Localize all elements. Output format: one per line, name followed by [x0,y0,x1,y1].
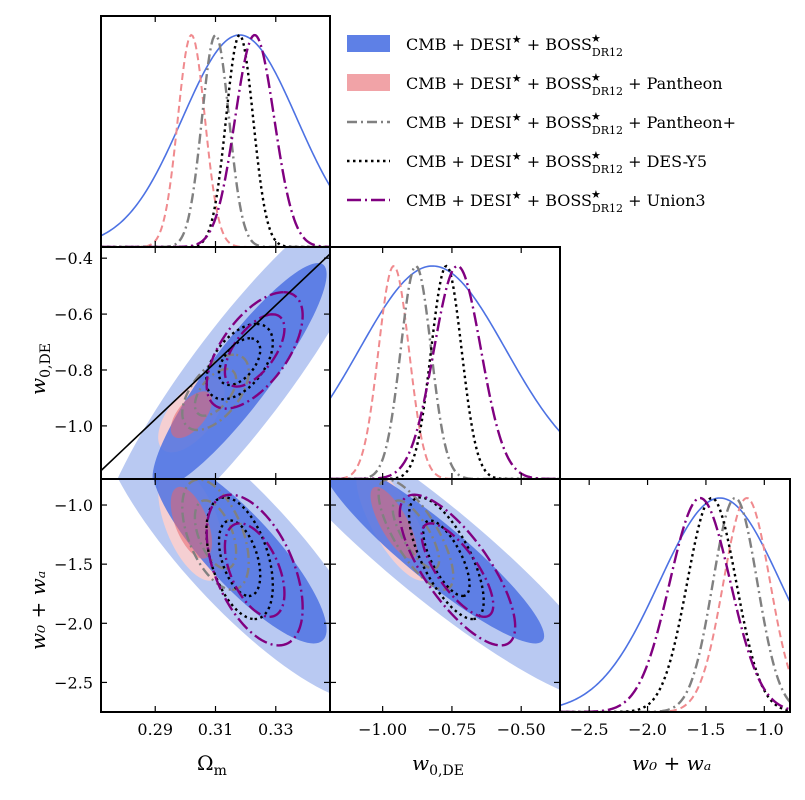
x-tick-label: 0.33 [258,720,294,739]
x-axis-label-w0: w0,DE [412,751,464,779]
x-tick-label: −1.00 [358,720,407,739]
x-axis-label-w0wa: w₀ + wₐ [632,751,711,775]
reference-line [101,253,330,472]
legend-label: CMB + DESI★ + BOSS★ DR12 + Union3 [406,188,706,215]
contour-68-union3 [223,313,286,388]
pdf-curve-desy5 [330,264,560,479]
pdf-curve-union3 [101,33,330,247]
legend-item-union3: CMB + DESI★ + BOSS★ DR12 + Union3 [347,188,706,215]
y-tick-label: −0.8 [54,361,93,380]
contour-68-pantheon [170,486,212,559]
legend-item-pantheonplus: CMB + DESI★ + BOSS★ DR12 + Pantheon+ [347,110,736,137]
x-tick-label: −2.5 [570,720,609,739]
legend-label: CMB + DESI★ + BOSS★ DR12 + Pantheon [406,71,723,98]
omega-m-1d-panel [100,15,331,248]
contour-95-union3 [205,493,304,647]
y-axis-label-w0: w0,DE [26,343,54,395]
legend: CMB + DESI★ + BOSS★ DR12 CMB + DESI★ + BOS… [347,32,736,215]
pdf-curve-base [560,497,790,707]
pdf-curve-base [330,265,560,433]
y-tick-label: −2.5 [54,673,93,692]
y-axis-label-w0wa: w₀ + wₐ [26,571,50,650]
legend-item-pantheon: CMB + DESI★ + BOSS★ DR12 + Pantheon [347,71,723,98]
pdf-curve-base [101,34,330,237]
pdf-curve-union3 [560,496,790,712]
legend-label: CMB + DESI★ + BOSS★ DR12 [406,32,623,59]
contour-68-union3 [420,522,495,619]
w0wa-1d-panel: −2.5 −2.0 −1.5 −1.0 [559,478,791,739]
contour-95-desy5 [407,496,485,621]
x-tick-label: −1.5 [687,720,726,739]
panel-frame [100,15,331,248]
contour-68-base [330,479,545,644]
contour-68-union3 [223,522,286,619]
y-tick-label: −1.0 [54,417,93,436]
legend-label: CMB + DESI★ + BOSS★ DR12 + DES-Y5 [406,149,707,176]
contour-95-union3 [205,291,304,410]
w0wa-vs-w0-panel: −1.00 −0.75 −0.50 [329,478,561,739]
legend-item-base: CMB + DESI★ + BOSS★ DR12 [347,32,623,59]
contour-68-pantheonplus [391,499,441,570]
legend-item-desy5: CMB + DESI★ + BOSS★ DR12 + DES-Y5 [347,149,707,176]
x-axis-label-omega-m: Ωm [197,751,227,779]
pdf-curve-pantheonplus [330,264,560,479]
x-tick-label: 0.29 [137,720,173,739]
contour-95-desy5 [205,322,275,401]
contour-68-pantheon [370,486,417,559]
axis-labels: Ωm w0,DE w₀ + wₐ w0,DE w₀ + wₐ [26,343,711,779]
w0wa-vs-omega-m-panel: 0.29 0.31 0.33 −1.0 −1.5 −2.0 −2.5 [54,478,331,739]
w0-vs-omega-m-panel: −1.0 −0.8 −0.6 −0.4 [54,246,331,480]
contour-68-pantheonplus [193,499,238,570]
legend-label: CMB + DESI★ + BOSS★ DR12 + Pantheon+ [406,110,736,137]
x-tick-label: −0.50 [497,720,546,739]
legend-swatch [347,35,390,52]
x-tick-label: −1.0 [745,720,784,739]
x-tick-label: 0.31 [198,720,234,739]
y-tick-label: −0.6 [54,305,93,324]
contour-95-union3 [398,493,517,647]
pdf-curve-pantheon [560,496,790,712]
w0-1d-panel [329,246,561,480]
y-tick-label: −2.0 [54,614,93,633]
x-tick-label: −0.75 [427,720,476,739]
contour-68-desy5 [217,519,262,598]
contour-95-pantheonplus [181,479,250,591]
x-tick-label: −2.0 [628,720,667,739]
y-tick-label: −1.5 [54,555,93,574]
legend-swatch [347,74,390,91]
contour-95-pantheonplus [181,353,250,432]
pdf-curve-pantheonplus [560,496,790,712]
y-tick-label: −0.4 [54,249,93,268]
contour-68-pantheon [170,391,212,439]
y-tick-label: −1.0 [54,496,93,515]
panel-frame [559,478,791,713]
